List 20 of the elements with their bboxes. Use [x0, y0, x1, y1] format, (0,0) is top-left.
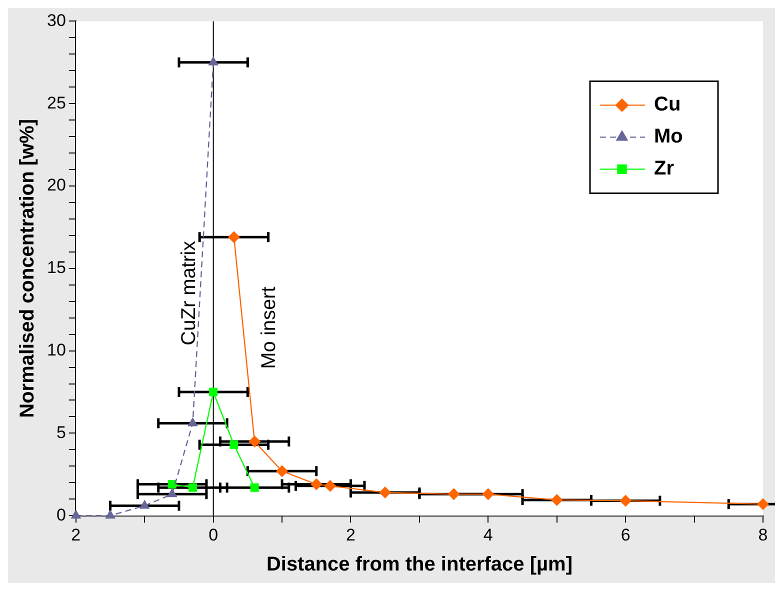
y-tick-label: 15 — [46, 258, 66, 278]
y-tick-label: 20 — [46, 176, 66, 195]
x-tick-label: 8 — [758, 525, 768, 544]
x-tick-label: 6 — [620, 525, 630, 544]
y-tick-label: 30 — [46, 10, 66, 30]
x-tick-label: 2 — [346, 525, 356, 544]
legend-label: Mo — [654, 126, 683, 148]
x-tick-label: 0 — [208, 525, 218, 544]
y-tick-label: 25 — [46, 93, 66, 112]
y-tick-label: 5 — [56, 422, 66, 442]
annotation: Mo insert — [258, 286, 280, 369]
y-axis-title: Normalised concentration [w%] — [16, 118, 39, 418]
annotation: CuZr matrix — [178, 240, 200, 346]
legend-label: Cu — [654, 94, 681, 116]
y-tick-label: 0 — [56, 505, 66, 524]
legend-label: Zr — [654, 158, 674, 180]
x-tick-label: 4 — [483, 525, 493, 544]
y-tick-label: 10 — [46, 340, 66, 360]
x-tick-label: 2 — [71, 525, 81, 544]
x-axis-title: Distance from the interface [µm] — [266, 554, 572, 576]
